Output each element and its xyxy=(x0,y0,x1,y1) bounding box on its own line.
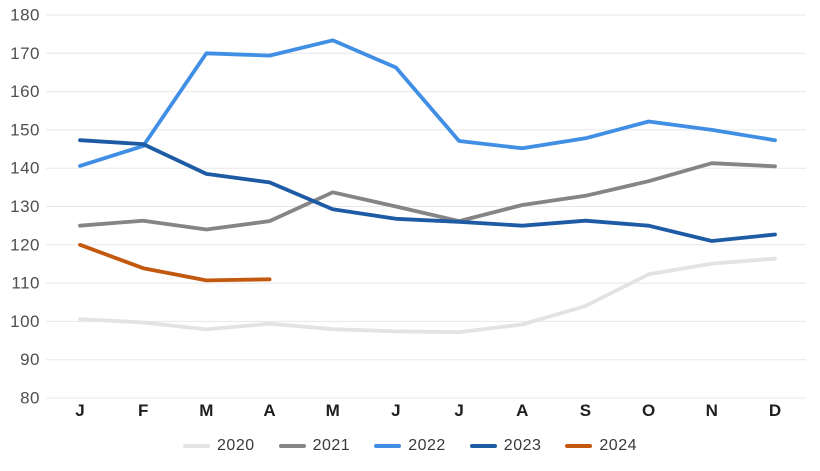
legend-label: 2024 xyxy=(599,437,637,454)
legend-label: 2022 xyxy=(408,437,446,454)
x-axis-month-label: J xyxy=(454,401,463,420)
y-axis-tick-label: 120 xyxy=(10,235,40,254)
x-axis-month-label: F xyxy=(138,401,148,420)
y-axis-tick-label: 130 xyxy=(10,197,40,216)
legend-swatch-2023 xyxy=(469,444,497,448)
series-line-2020 xyxy=(78,256,777,335)
x-axis-month-label: N xyxy=(706,401,718,420)
x-axis-month-label: S xyxy=(580,401,591,420)
legend-label: 2023 xyxy=(503,437,542,454)
y-axis-tick-label: 180 xyxy=(10,6,40,25)
legend-label: 2020 xyxy=(217,437,255,454)
y-axis-tick-label: 110 xyxy=(11,274,40,293)
y-axis-tick-label: 80 xyxy=(20,389,40,408)
y-axis-tick-label: 160 xyxy=(10,82,40,101)
x-axis-month-label: A xyxy=(263,401,275,420)
legend-swatch-2020 xyxy=(183,444,211,448)
legend-label: 2021 xyxy=(312,437,351,454)
x-axis-month-label: M xyxy=(199,401,213,420)
x-axis-month-label: J xyxy=(391,401,400,420)
legend-item-2020[interactable]: 2020 xyxy=(183,437,255,455)
y-axis-tick-label: 90 xyxy=(20,350,40,369)
series-line-2023 xyxy=(78,138,777,243)
x-axis-month-label: M xyxy=(326,401,340,420)
y-axis-tick-label: 100 xyxy=(10,312,40,331)
y-axis-tick-label: 150 xyxy=(10,120,40,139)
legend-item-2022[interactable]: 2022 xyxy=(374,437,446,455)
legend: 2020 2021 2022 2023 2024 xyxy=(0,437,820,455)
x-axis-month-label: O xyxy=(642,401,655,420)
legend-swatch-2022 xyxy=(374,444,402,448)
series-line-2021 xyxy=(78,161,777,232)
x-axis-month-label: A xyxy=(516,401,528,420)
legend-item-2023[interactable]: 2023 xyxy=(469,437,542,455)
x-axis-month-label: D xyxy=(769,401,781,420)
series-line-2022 xyxy=(78,38,777,168)
y-axis-tick-label: 140 xyxy=(10,159,40,178)
legend-item-2021[interactable]: 2021 xyxy=(278,437,351,455)
legend-swatch-2024 xyxy=(565,444,593,448)
legend-swatch-2021 xyxy=(278,444,306,448)
series-line-2024 xyxy=(78,242,272,283)
x-axis-month-label: J xyxy=(75,401,84,420)
legend-item-2024[interactable]: 2024 xyxy=(565,437,637,455)
y-axis-tick-label: 170 xyxy=(10,44,40,63)
